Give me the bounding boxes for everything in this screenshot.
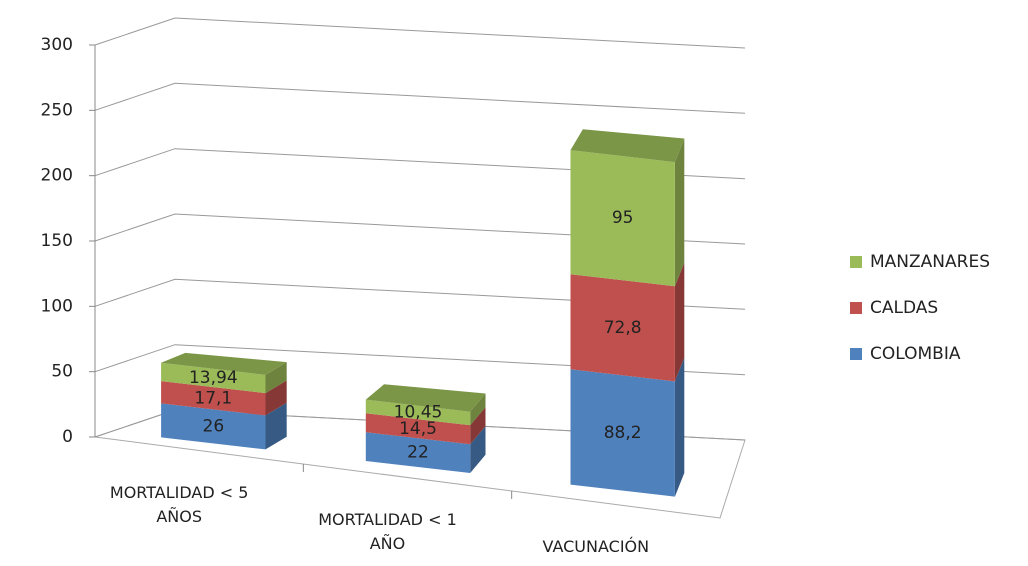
value-label: 17,1 xyxy=(194,388,232,408)
bar-segment xyxy=(161,362,266,394)
y-tick-label: 50 xyxy=(51,362,73,382)
legend-swatch xyxy=(850,302,862,314)
bar-segment xyxy=(365,432,471,473)
value-label: 88,2 xyxy=(604,423,642,443)
legend-label: COLOMBIA xyxy=(870,344,961,364)
bar-side xyxy=(674,262,685,382)
bar-side xyxy=(265,380,287,416)
legend-label: CALDAS xyxy=(870,298,938,318)
bar-top xyxy=(570,129,685,163)
legend-label: MANZANARES xyxy=(870,252,990,272)
bar-side xyxy=(265,402,287,450)
y-tick-label: 100 xyxy=(41,296,73,316)
bar-side xyxy=(470,393,486,426)
bar-segment xyxy=(161,403,266,450)
value-label: 95 xyxy=(612,208,634,228)
grid-line xyxy=(94,344,746,376)
bar-segment xyxy=(570,274,675,382)
bar-top xyxy=(365,384,486,412)
grid-line xyxy=(94,278,746,310)
x-tick-label: VACUNACIÓN xyxy=(542,536,650,556)
bar-segment xyxy=(570,150,675,287)
y-tick-label: 300 xyxy=(41,35,73,55)
value-label: 72,8 xyxy=(604,318,642,338)
grid-line xyxy=(94,213,746,245)
x-tick-label: MORTALIDAD < 1 AÑO xyxy=(318,509,457,553)
bar-segment xyxy=(365,413,471,445)
x-tick-label: MORTALIDAD < 5 AÑOS xyxy=(109,482,249,526)
value-label: 13,94 xyxy=(189,368,238,388)
value-label: 26 xyxy=(203,416,225,436)
y-tick-label: 0 xyxy=(62,427,73,447)
bar-segment xyxy=(161,381,266,416)
bar-side xyxy=(470,407,486,445)
bar-side xyxy=(674,138,685,287)
value-label: 10,45 xyxy=(394,402,443,422)
value-label: 22 xyxy=(407,443,429,463)
legend-swatch xyxy=(850,348,862,360)
bar-side xyxy=(674,357,685,497)
y-tick-label: 250 xyxy=(41,100,73,120)
y-tick-label: 200 xyxy=(41,166,73,186)
bar-side xyxy=(265,362,287,394)
bar-side xyxy=(470,426,486,473)
bar-segment xyxy=(365,399,471,426)
legend-swatch xyxy=(850,256,862,268)
y-tick-label: 150 xyxy=(41,231,73,251)
bar-segment xyxy=(570,369,675,497)
grid-line xyxy=(94,17,746,49)
grid-line xyxy=(94,148,746,180)
value-label: 14,5 xyxy=(399,419,437,439)
bar-top xyxy=(161,352,287,375)
grid-line xyxy=(94,82,746,114)
